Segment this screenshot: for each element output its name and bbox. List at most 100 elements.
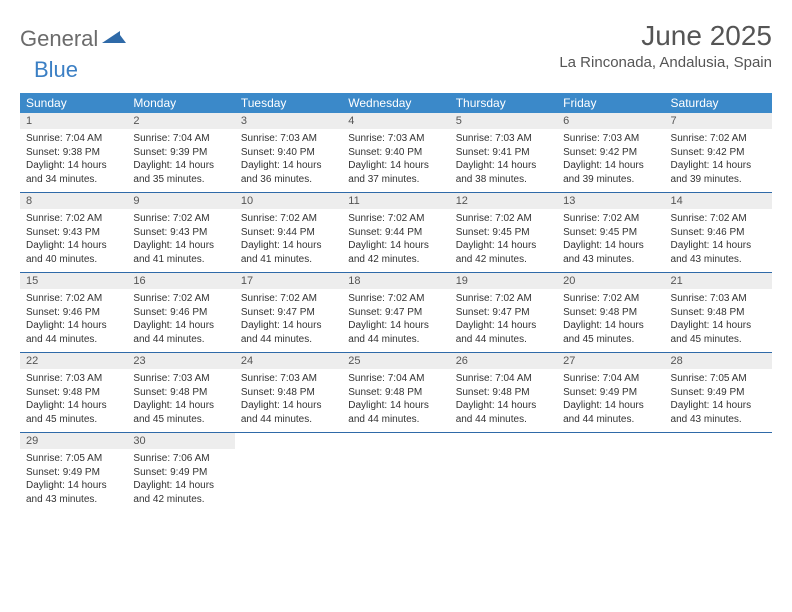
day-number: 29 [20,433,127,449]
day-cell: 12Sunrise: 7:02 AMSunset: 9:45 PMDayligh… [450,193,557,272]
sunset-line: Sunset: 9:46 PM [133,306,228,320]
day-cell: 9Sunrise: 7:02 AMSunset: 9:43 PMDaylight… [127,193,234,272]
sunrise-line: Sunrise: 7:02 AM [133,292,228,306]
day-cell: 15Sunrise: 7:02 AMSunset: 9:46 PMDayligh… [20,273,127,352]
empty-day-cell [557,433,664,512]
day-number: 27 [557,353,664,369]
day-number: 25 [342,353,449,369]
daylight-line: Daylight: 14 hours and 44 minutes. [456,319,551,346]
empty-day-cell [342,433,449,512]
day-cell: 2Sunrise: 7:04 AMSunset: 9:39 PMDaylight… [127,113,234,192]
day-details: Sunrise: 7:06 AMSunset: 9:49 PMDaylight:… [127,449,234,506]
day-cell: 18Sunrise: 7:02 AMSunset: 9:47 PMDayligh… [342,273,449,352]
day-details: Sunrise: 7:05 AMSunset: 9:49 PMDaylight:… [665,369,772,426]
day-number: 16 [127,273,234,289]
daylight-line: Daylight: 14 hours and 45 minutes. [671,319,766,346]
day-details: Sunrise: 7:02 AMSunset: 9:46 PMDaylight:… [127,289,234,346]
sunrise-line: Sunrise: 7:03 AM [348,132,443,146]
day-cell: 5Sunrise: 7:03 AMSunset: 9:41 PMDaylight… [450,113,557,192]
sunset-line: Sunset: 9:42 PM [563,146,658,160]
day-cell: 8Sunrise: 7:02 AMSunset: 9:43 PMDaylight… [20,193,127,272]
sunset-line: Sunset: 9:44 PM [348,226,443,240]
calendar-week-row: 15Sunrise: 7:02 AMSunset: 9:46 PMDayligh… [20,272,772,352]
daylight-line: Daylight: 14 hours and 44 minutes. [348,399,443,426]
day-header: Wednesday [342,93,449,113]
day-details: Sunrise: 7:05 AMSunset: 9:49 PMDaylight:… [20,449,127,506]
sunrise-line: Sunrise: 7:05 AM [26,452,121,466]
calendar-week-row: 22Sunrise: 7:03 AMSunset: 9:48 PMDayligh… [20,352,772,432]
day-number: 28 [665,353,772,369]
sunrise-line: Sunrise: 7:02 AM [348,212,443,226]
day-cell: 1Sunrise: 7:04 AMSunset: 9:38 PMDaylight… [20,113,127,192]
daylight-line: Daylight: 14 hours and 37 minutes. [348,159,443,186]
sunset-line: Sunset: 9:48 PM [563,306,658,320]
sunrise-line: Sunrise: 7:04 AM [348,372,443,386]
day-cell: 29Sunrise: 7:05 AMSunset: 9:49 PMDayligh… [20,433,127,512]
day-number: 14 [665,193,772,209]
day-details: Sunrise: 7:02 AMSunset: 9:45 PMDaylight:… [557,209,664,266]
daylight-line: Daylight: 14 hours and 42 minutes. [348,239,443,266]
day-cell: 4Sunrise: 7:03 AMSunset: 9:40 PMDaylight… [342,113,449,192]
day-details: Sunrise: 7:03 AMSunset: 9:42 PMDaylight:… [557,129,664,186]
day-details: Sunrise: 7:02 AMSunset: 9:42 PMDaylight:… [665,129,772,186]
sunset-line: Sunset: 9:49 PM [133,466,228,480]
sunrise-line: Sunrise: 7:02 AM [563,292,658,306]
sunset-line: Sunset: 9:46 PM [671,226,766,240]
sunrise-line: Sunrise: 7:04 AM [133,132,228,146]
day-cell: 3Sunrise: 7:03 AMSunset: 9:40 PMDaylight… [235,113,342,192]
day-cell: 28Sunrise: 7:05 AMSunset: 9:49 PMDayligh… [665,353,772,432]
sunset-line: Sunset: 9:44 PM [241,226,336,240]
daylight-line: Daylight: 14 hours and 44 minutes. [456,399,551,426]
title-block: June 2025 La Rinconada, Andalusia, Spain [559,20,772,71]
day-cell: 23Sunrise: 7:03 AMSunset: 9:48 PMDayligh… [127,353,234,432]
sunset-line: Sunset: 9:47 PM [456,306,551,320]
sunrise-line: Sunrise: 7:03 AM [671,292,766,306]
sunset-line: Sunset: 9:45 PM [563,226,658,240]
calendar-week-row: 8Sunrise: 7:02 AMSunset: 9:43 PMDaylight… [20,192,772,272]
daylight-line: Daylight: 14 hours and 44 minutes. [241,319,336,346]
daylight-line: Daylight: 14 hours and 45 minutes. [26,399,121,426]
day-cell: 21Sunrise: 7:03 AMSunset: 9:48 PMDayligh… [665,273,772,352]
day-cell: 25Sunrise: 7:04 AMSunset: 9:48 PMDayligh… [342,353,449,432]
day-cell: 22Sunrise: 7:03 AMSunset: 9:48 PMDayligh… [20,353,127,432]
day-number: 17 [235,273,342,289]
sunset-line: Sunset: 9:41 PM [456,146,551,160]
daylight-line: Daylight: 14 hours and 44 minutes. [563,399,658,426]
sunrise-line: Sunrise: 7:02 AM [241,292,336,306]
sunset-line: Sunset: 9:48 PM [456,386,551,400]
daylight-line: Daylight: 14 hours and 44 minutes. [348,319,443,346]
day-details: Sunrise: 7:03 AMSunset: 9:41 PMDaylight:… [450,129,557,186]
daylight-line: Daylight: 14 hours and 43 minutes. [26,479,121,506]
daylight-line: Daylight: 14 hours and 39 minutes. [671,159,766,186]
empty-day-cell [235,433,342,512]
day-details: Sunrise: 7:02 AMSunset: 9:43 PMDaylight:… [127,209,234,266]
day-number: 11 [342,193,449,209]
day-details: Sunrise: 7:02 AMSunset: 9:43 PMDaylight:… [20,209,127,266]
sunrise-line: Sunrise: 7:02 AM [563,212,658,226]
brand-mark-icon [102,29,126,50]
sunset-line: Sunset: 9:42 PM [671,146,766,160]
daylight-line: Daylight: 14 hours and 41 minutes. [241,239,336,266]
sunrise-line: Sunrise: 7:02 AM [26,292,121,306]
daylight-line: Daylight: 14 hours and 44 minutes. [241,399,336,426]
daylight-line: Daylight: 14 hours and 45 minutes. [133,399,228,426]
sunrise-line: Sunrise: 7:04 AM [456,372,551,386]
daylight-line: Daylight: 14 hours and 40 minutes. [26,239,121,266]
sunrise-line: Sunrise: 7:02 AM [456,212,551,226]
daylight-line: Daylight: 14 hours and 43 minutes. [671,399,766,426]
daylight-line: Daylight: 14 hours and 35 minutes. [133,159,228,186]
sunset-line: Sunset: 9:45 PM [456,226,551,240]
sunset-line: Sunset: 9:38 PM [26,146,121,160]
daylight-line: Daylight: 14 hours and 45 minutes. [563,319,658,346]
day-cell: 11 Sunrise: 7:02 AMSunset: 9:44 PMDayligh… [342,193,449,272]
day-number: 5 [450,113,557,129]
day-details: Sunrise: 7:02 AMSunset: 9:45 PMDaylight:… [450,209,557,266]
daylight-line: Daylight: 14 hours and 39 minutes. [563,159,658,186]
calendar-week-row: 29Sunrise: 7:05 AMSunset: 9:49 PMDayligh… [20,432,772,512]
day-details: Sunrise: 7:04 AMSunset: 9:39 PMDaylight:… [127,129,234,186]
day-number: 1 [20,113,127,129]
sunrise-line: Sunrise: 7:02 AM [671,212,766,226]
day-cell: 27Sunrise: 7:04 AMSunset: 9:49 PMDayligh… [557,353,664,432]
sunrise-line: Sunrise: 7:03 AM [456,132,551,146]
day-header: Saturday [665,93,772,113]
